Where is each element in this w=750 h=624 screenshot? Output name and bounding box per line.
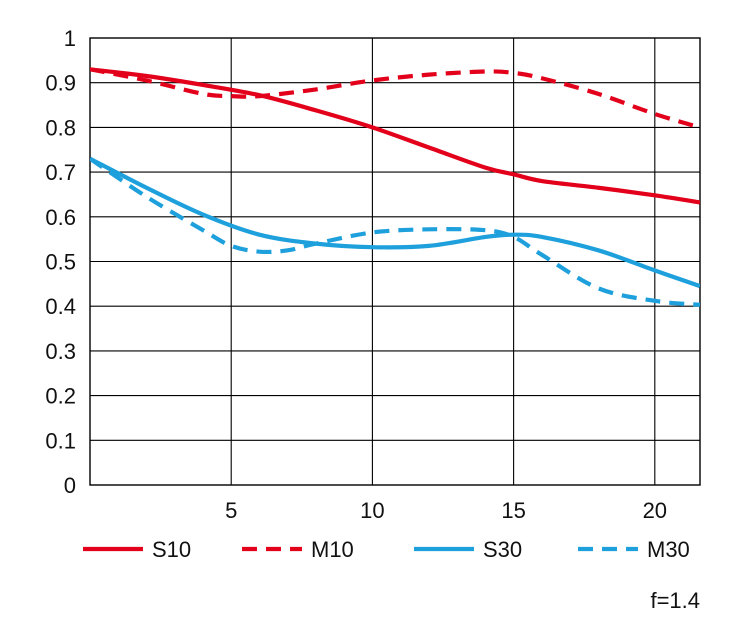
legend-label-s10: S10 (152, 537, 191, 562)
series-layer (90, 67, 700, 307)
y-tick-label: 0.1 (45, 428, 76, 453)
axis-labels-layer: 00.10.20.30.40.50.60.70.80.915 10 15 20 (45, 26, 667, 523)
y-tick-label: 0 (64, 473, 76, 498)
x-tick-label: 5 (225, 498, 237, 523)
grid-layer (89, 37, 701, 486)
annotation-label: f=1.4 (650, 588, 700, 613)
series-line-m30 (90, 156, 700, 307)
y-tick-label: 0.2 (45, 384, 76, 409)
y-tick-label: 1 (64, 26, 76, 51)
x-tick-label: 20 (643, 498, 667, 523)
y-tick-label: 0.7 (45, 160, 76, 185)
y-tick-label: 0.5 (45, 250, 76, 275)
x-tick-label: 10 (360, 498, 384, 523)
legend-label-m30: M30 (647, 537, 690, 562)
plot-frame (89, 37, 701, 486)
legend-layer: S10 M10 S30 M30 (83, 537, 690, 562)
legend-label-s30: S30 (483, 537, 522, 562)
y-tick-label: 0.4 (45, 294, 76, 319)
series-line-s30 (90, 156, 700, 289)
y-tick-label: 0.8 (45, 115, 76, 140)
legend-label-m10: M10 (311, 537, 354, 562)
x-tick-label: 15 (501, 498, 525, 523)
series-line-s10 (90, 67, 700, 205)
y-tick-label: 0.9 (45, 71, 76, 96)
series-line-m10 (90, 67, 700, 130)
y-tick-label: 0.3 (45, 339, 76, 364)
y-tick-label: 0.6 (45, 205, 76, 230)
